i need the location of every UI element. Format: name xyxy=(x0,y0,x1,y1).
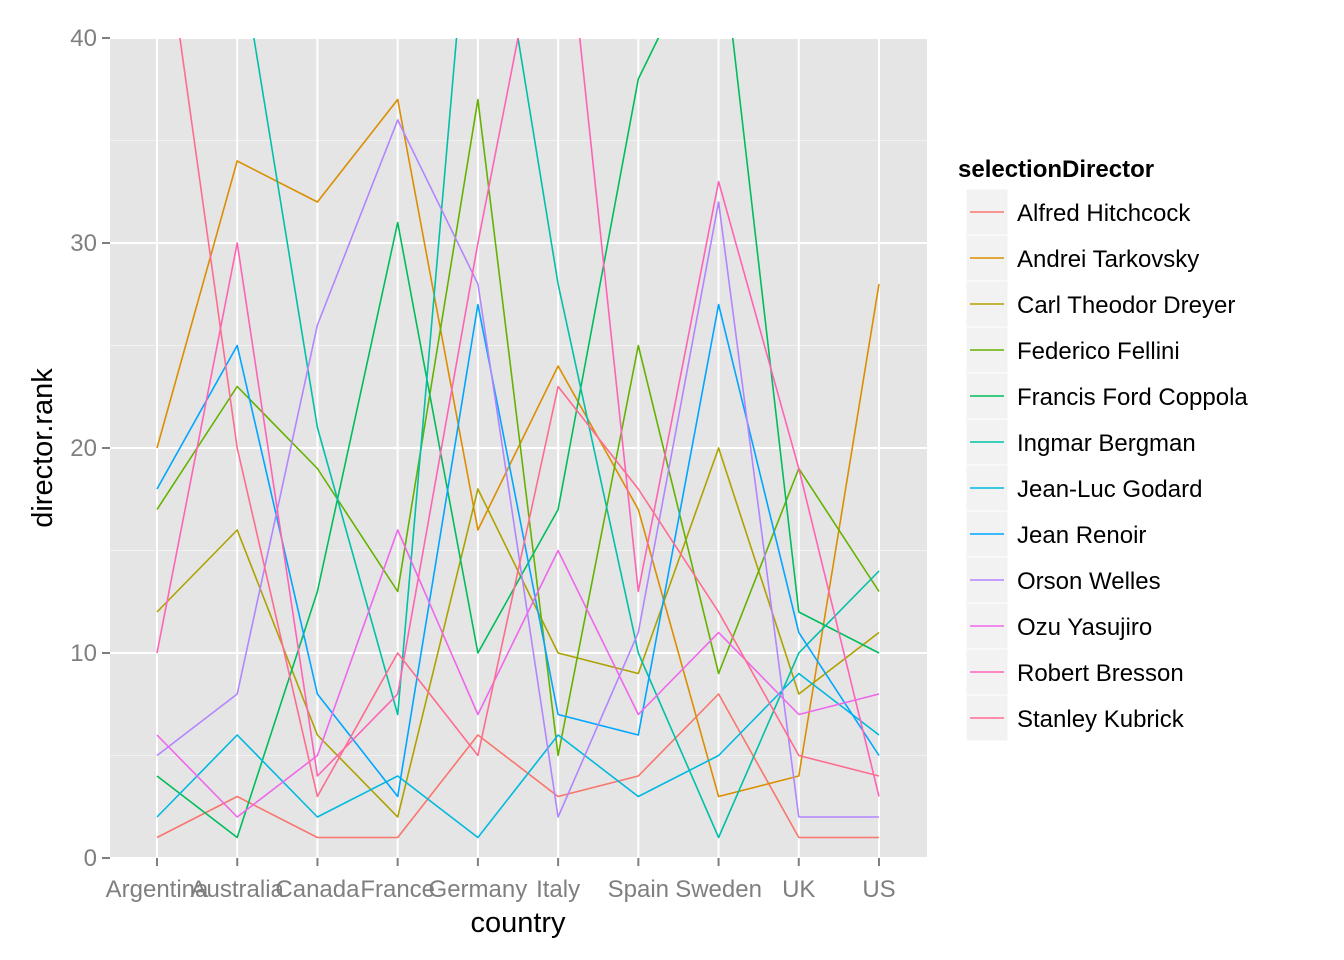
series-line-ozu-yasujiro xyxy=(156,529,880,818)
series-line-stanley-kubrick xyxy=(179,38,880,798)
x-tick-label: US xyxy=(862,876,895,903)
y-axis-title: director.rank xyxy=(27,368,59,528)
series-line-ingmar-bergman xyxy=(253,38,880,839)
legend-label-orson-welles: Orson Welles xyxy=(1017,568,1161,595)
legend-label-francis-ford-coppola: Francis Ford Coppola xyxy=(1017,384,1248,411)
legend-title: selectionDirector xyxy=(958,156,1154,183)
series-line-francis-ford-coppola xyxy=(156,38,880,839)
legend-label-ingmar-bergman: Ingmar Bergman xyxy=(1017,430,1196,457)
x-axis-title: country xyxy=(470,907,566,939)
y-tick-label: 30 xyxy=(70,230,97,257)
legend-label-federico-fellini: Federico Fellini xyxy=(1017,338,1180,365)
series-line-alfred-hitchcock xyxy=(156,693,879,839)
legend-label-stanley-kubrick: Stanley Kubrick xyxy=(1017,706,1185,733)
x-tick-label: France xyxy=(360,876,435,903)
x-tick-label: Australia xyxy=(191,876,285,903)
series-lines xyxy=(156,38,880,839)
legend-label-jean-renoir: Jean Renoir xyxy=(1017,522,1146,549)
y-tick-label: 20 xyxy=(70,435,97,462)
legend-label-ozu-yasujiro: Ozu Yasujiro xyxy=(1017,614,1152,641)
x-tick-label: Argentina xyxy=(106,876,209,903)
y-tick-label: 0 xyxy=(84,845,97,872)
legend-label-robert-bresson: Robert Bresson xyxy=(1017,660,1184,687)
y-tick-label: 40 xyxy=(70,25,97,52)
x-tick-label: Germany xyxy=(429,876,528,903)
y-tick-label: 10 xyxy=(70,640,97,667)
legend: selectionDirector Alfred Hitchcock Andrei… xyxy=(958,156,1248,742)
x-tick-label: Canada xyxy=(275,876,360,903)
series-line-jean-luc-godard xyxy=(156,672,880,839)
x-tick-label: Italy xyxy=(536,876,580,903)
x-tick-label: UK xyxy=(782,876,815,903)
series-line-jean-renoir xyxy=(156,303,880,798)
x-tick-label: Sweden xyxy=(675,876,762,903)
legend-label-carl-theodor-dreyer: Carl Theodor Dreyer xyxy=(1017,292,1235,319)
y-axis: 0 10 20 30 40 xyxy=(70,25,110,872)
legend-label-jean-luc-godard: Jean-Luc Godard xyxy=(1017,476,1202,503)
legend-label-alfred-hitchcock: Alfred Hitchcock xyxy=(1017,200,1191,227)
legend-label-andrei-tarkovsky: Andrei Tarkovsky xyxy=(1017,246,1199,273)
series-line-robert-bresson xyxy=(156,38,880,797)
series-line-federico-fellini xyxy=(156,98,880,757)
x-tick-label: Spain xyxy=(608,876,669,903)
